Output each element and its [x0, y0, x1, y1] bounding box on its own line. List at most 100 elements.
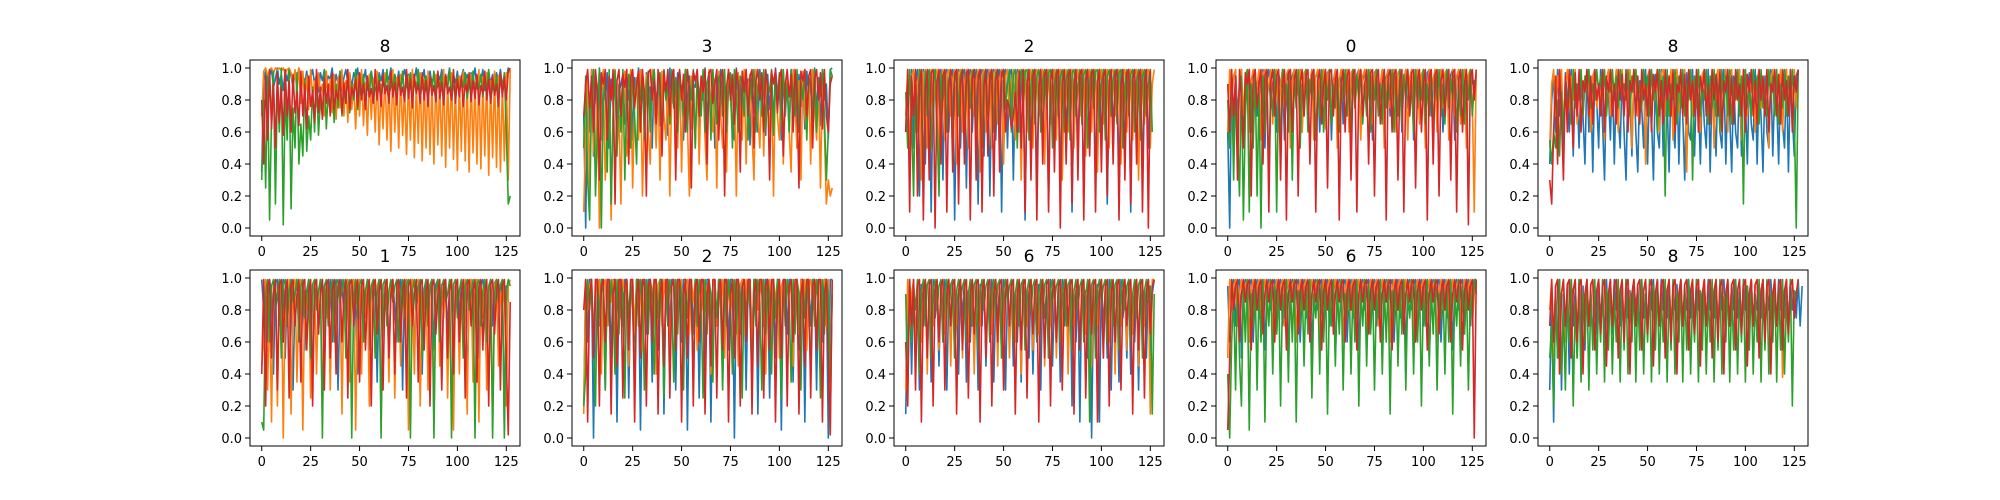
- x-tick-label: 25: [1268, 455, 1285, 470]
- x-tick-label: 125: [1782, 455, 1807, 470]
- subplot-title: 8: [380, 37, 391, 57]
- x-tick-label: 100: [1733, 245, 1758, 260]
- series-line-3: [260, 67, 511, 226]
- series-line-3: [582, 278, 834, 407]
- y-tick-label: 0.2: [1509, 400, 1530, 415]
- x-tick-label: 0: [258, 245, 266, 260]
- y-tick-label: 0.4: [543, 158, 564, 173]
- y-tick-label: 0.8: [543, 304, 564, 319]
- x-tick-label: 0: [1546, 455, 1554, 470]
- x-tick-label: 125: [816, 455, 841, 470]
- plot-area: [1226, 278, 1478, 439]
- y-tick-label: 1.0: [865, 272, 886, 287]
- plot-area: [260, 67, 512, 226]
- axes-frame: [893, 59, 1165, 237]
- x-tick-label: 100: [445, 455, 470, 470]
- subplot-2: 0 25 50 75 100 125 0.0 0.2 0.4 0.6 0.8 1.0 3: [543, 37, 843, 260]
- subplot-3: 0 25 50 75 100 125 0.0 0.2 0.4 0.6 0.8 1.0 2: [865, 37, 1165, 260]
- y-tick-label: 0.2: [1187, 400, 1208, 415]
- x-tick-label: 0: [902, 455, 910, 470]
- y-tick-label: 0.0: [1187, 432, 1208, 447]
- y-tick-label: 1.0: [1187, 272, 1208, 287]
- y-tick-label: 0.4: [1509, 158, 1530, 173]
- x-tick-label: 75: [400, 455, 417, 470]
- y-tick-label: 0.4: [221, 158, 242, 173]
- y-tick-label: 1.0: [221, 62, 242, 77]
- x-tick-label: 75: [1366, 455, 1383, 470]
- x-tick-label: 100: [767, 245, 792, 260]
- y-tick-label: 0.0: [1509, 222, 1530, 237]
- plot-area: [1226, 68, 1478, 229]
- y-tick-label: 0.6: [221, 126, 242, 141]
- subplot-title: 8: [1668, 247, 1679, 267]
- series-line-2: [260, 67, 512, 181]
- x-tick-label: 25: [302, 245, 319, 260]
- x-tick-label: 25: [624, 245, 641, 260]
- y-tick-label: 0.0: [865, 222, 886, 237]
- x-tick-label: 25: [1590, 455, 1607, 470]
- x-tick-label: 100: [1411, 245, 1436, 260]
- subplot-title: 6: [1346, 247, 1357, 267]
- axes-frame: [249, 59, 521, 237]
- axes-frame: [1215, 269, 1487, 447]
- y-tick-label: 0.2: [543, 400, 564, 415]
- subplot-title: 3: [702, 37, 713, 57]
- subplot-9: 0 25 50 75 100 125 0.0 0.2 0.4 0.6 0.8 1.0 6: [1187, 247, 1487, 470]
- y-tick-label: 0.6: [543, 126, 564, 141]
- subplot-title: 2: [1024, 37, 1035, 57]
- x-tick-label: 50: [1317, 455, 1334, 470]
- subplot-8: 0 25 50 75 100 125 0.0 0.2 0.4 0.6 0.8 1.0 6: [865, 247, 1165, 470]
- y-tick-label: 0.4: [1187, 368, 1208, 383]
- x-tick-label: 50: [351, 455, 368, 470]
- y-tick-label: 0.6: [1509, 336, 1530, 351]
- x-tick-label: 0: [580, 245, 588, 260]
- y-tick-label: 0.8: [1509, 304, 1530, 319]
- axes-frame: [571, 269, 843, 447]
- y-tick-label: 0.6: [1187, 126, 1208, 141]
- y-tick-label: 0.8: [1187, 94, 1208, 109]
- series-line-4: [904, 278, 1155, 423]
- x-tick-label: 50: [673, 455, 690, 470]
- subplot-4: 0 25 50 75 100 125 0.0 0.2 0.4 0.6 0.8 1.0 0: [1187, 37, 1487, 260]
- series-line-2: [1226, 68, 1478, 213]
- series-line-4: [260, 278, 512, 436]
- y-tick-label: 0.8: [865, 94, 886, 109]
- x-tick-label: 125: [1138, 455, 1163, 470]
- x-tick-label: 25: [1268, 245, 1285, 260]
- x-tick-label: 50: [673, 245, 690, 260]
- x-tick-label: 125: [494, 455, 519, 470]
- axes-frame: [571, 59, 843, 237]
- series-line-4: [1226, 278, 1478, 439]
- y-tick-label: 0.8: [543, 94, 564, 109]
- y-tick-label: 0.4: [543, 368, 564, 383]
- plot-area: [904, 278, 1156, 439]
- x-tick-label: 100: [1089, 245, 1114, 260]
- y-tick-label: 1.0: [543, 62, 564, 77]
- x-tick-label: 0: [902, 245, 910, 260]
- y-tick-label: 1.0: [543, 272, 564, 287]
- y-tick-label: 0.4: [221, 368, 242, 383]
- series-line-4: [904, 68, 1152, 229]
- y-tick-label: 0.4: [1509, 368, 1530, 383]
- x-tick-label: 100: [767, 455, 792, 470]
- y-tick-label: 0.8: [221, 94, 242, 109]
- subplot-title: 6: [1024, 247, 1035, 267]
- y-tick-label: 0.8: [1187, 304, 1208, 319]
- axes-frame: [1537, 269, 1809, 447]
- x-tick-label: 0: [1224, 455, 1232, 470]
- subplot-7: 0 25 50 75 100 125 0.0 0.2 0.4 0.6 0.8 1.0 2: [543, 247, 843, 470]
- axes-frame: [1215, 59, 1487, 237]
- y-tick-label: 0.0: [1509, 432, 1530, 447]
- series-line-4: [1548, 278, 1800, 375]
- y-tick-label: 0.0: [221, 222, 242, 237]
- subplot-1: 0 25 50 75 100 125 0.0 0.2 0.4 0.6 0.8 1.0 8: [221, 37, 521, 260]
- x-tick-label: 0: [258, 455, 266, 470]
- y-tick-label: 0.2: [221, 190, 242, 205]
- x-tick-label: 25: [624, 455, 641, 470]
- x-tick-label: 25: [302, 455, 319, 470]
- series-line-4: [1226, 68, 1478, 226]
- y-tick-label: 1.0: [221, 272, 242, 287]
- axes-frame: [1537, 59, 1809, 237]
- x-tick-label: 125: [1138, 245, 1163, 260]
